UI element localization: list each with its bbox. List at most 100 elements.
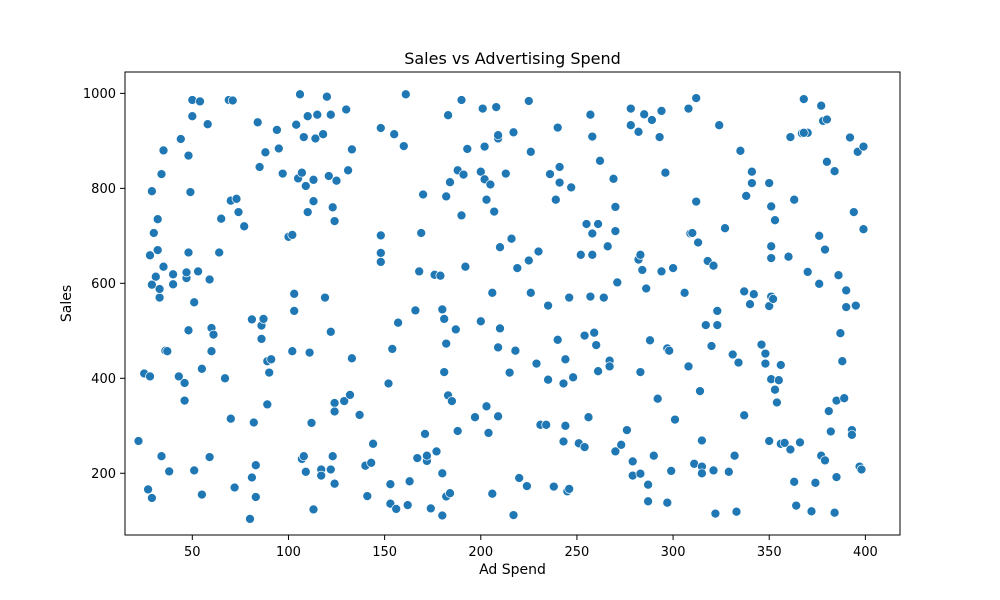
data-point (648, 450, 659, 461)
data-point (439, 314, 450, 324)
data-point (347, 353, 357, 364)
data-point (475, 316, 486, 327)
data-point (848, 207, 859, 217)
data-point (341, 104, 352, 115)
data-point (216, 213, 227, 224)
data-point (643, 496, 653, 507)
data-point (835, 328, 846, 339)
data-point (193, 266, 203, 277)
data-point (583, 412, 594, 423)
data-point (298, 132, 309, 142)
data-point (250, 460, 261, 471)
data-point (308, 504, 319, 515)
data-point (679, 287, 690, 298)
data-point (610, 202, 621, 212)
data-point (248, 417, 259, 428)
data-point (820, 244, 830, 255)
data-point (327, 202, 338, 213)
y-tick-label: 1000 (83, 87, 116, 102)
data-point (327, 451, 338, 462)
data-point (850, 300, 861, 311)
data-point (168, 269, 178, 280)
data-point (254, 162, 265, 172)
data-point (731, 506, 742, 517)
data-point (495, 323, 505, 334)
data-point (489, 206, 500, 217)
data-point (829, 166, 840, 177)
data-point (664, 345, 675, 356)
data-point (697, 468, 707, 479)
data-point (745, 299, 755, 310)
data-point (181, 267, 192, 278)
data-point (670, 414, 680, 425)
data-point (183, 150, 194, 161)
data-point (829, 507, 840, 518)
data-point (785, 132, 796, 142)
y-tick-label: 800 (91, 182, 116, 197)
data-point (783, 251, 794, 262)
data-point (479, 141, 490, 152)
data-point (145, 371, 155, 382)
data-point (612, 277, 623, 288)
data-point (398, 141, 409, 151)
data-point (622, 425, 632, 435)
data-point (422, 450, 432, 461)
data-point (437, 468, 448, 479)
data-point (656, 106, 667, 116)
data-point (158, 145, 169, 156)
data-point (585, 291, 596, 302)
data-point (156, 451, 167, 462)
data-point (712, 320, 723, 330)
data-point (858, 141, 869, 152)
data-point (375, 230, 386, 241)
data-point (287, 346, 298, 357)
data-point (148, 228, 159, 238)
data-point (323, 171, 334, 181)
data-point (247, 314, 257, 325)
data-point (814, 278, 825, 289)
data-point (312, 109, 323, 120)
data-point (691, 93, 702, 103)
data-point (383, 378, 394, 389)
data-point (545, 169, 555, 179)
data-point (643, 479, 653, 490)
data-point (789, 194, 800, 205)
x-tick-label: 400 (853, 545, 878, 560)
data-point (362, 491, 373, 501)
data-point (595, 155, 605, 166)
data-point (610, 446, 621, 457)
data-point (660, 167, 671, 178)
data-point (420, 429, 430, 439)
data-point (183, 247, 194, 258)
data-point (460, 261, 471, 272)
data-point (485, 179, 496, 190)
data-point (393, 317, 403, 328)
data-point (525, 287, 536, 298)
data-point (543, 300, 553, 311)
data-point (179, 395, 190, 406)
data-point (156, 169, 167, 179)
data-point (514, 473, 525, 483)
data-point (250, 492, 261, 502)
data-point (581, 219, 592, 229)
data-point (195, 96, 205, 107)
data-point (508, 127, 519, 138)
x-tick-label: 150 (372, 545, 397, 560)
data-point (477, 103, 488, 114)
data-point (841, 285, 852, 296)
data-point (475, 166, 486, 177)
data-point (564, 484, 575, 494)
data-point (152, 214, 163, 225)
data-point (798, 127, 809, 138)
data-point (833, 270, 844, 281)
data-point (185, 187, 196, 197)
data-point (456, 95, 467, 105)
data-point (858, 224, 869, 235)
data-point (560, 354, 571, 365)
data-point (841, 302, 852, 312)
data-point (483, 428, 494, 438)
data-point (325, 464, 336, 475)
data-point (687, 228, 698, 238)
data-point (739, 286, 750, 297)
y-tick-label: 400 (91, 372, 116, 387)
